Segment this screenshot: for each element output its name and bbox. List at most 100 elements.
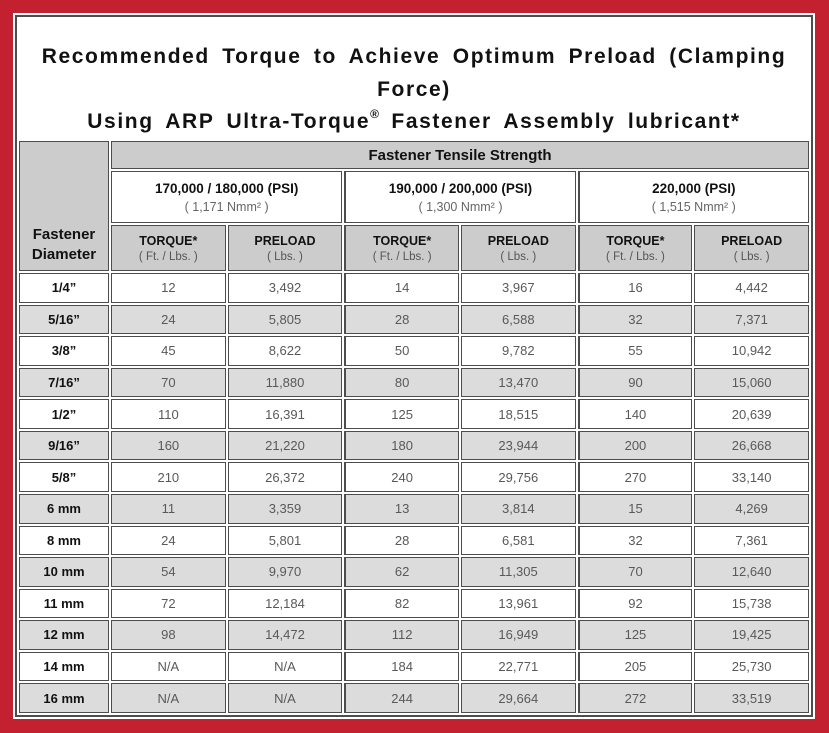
value-cell: 205 [577,651,693,682]
value-cell: 10,942 [694,336,809,366]
torque-label: TORQUE* [606,233,665,248]
preload-column-header: PRELOAD ( Lbs. ) [227,225,343,271]
value-cell: 6,581 [460,525,576,556]
value-cell: 160 [111,430,226,461]
nmm-rating: ( 1,171 Nmm² ) [184,199,269,214]
value-cell: 16,949 [460,620,576,650]
document-page: Recommended Torque to Achieve Optimum Pr… [13,13,815,719]
value-cell: 72 [111,588,226,619]
value-cell: N/A [227,651,343,682]
value-cell: 28 [344,525,459,556]
preload-label: PRELOAD [254,233,316,248]
psi-rating: 220,000 (PSI) [652,180,736,196]
value-cell: 184 [344,651,459,682]
strength-group-header: 220,000 (PSI) ( 1,515 Nmm² ) [577,171,809,223]
value-cell: 16,391 [227,399,343,429]
diameter-cell: 9/16” [19,430,109,461]
title-line-1: Recommended Torque to Achieve Optimum Pr… [41,45,787,101]
value-cell: 80 [344,367,459,398]
diameter-cell: 1/4” [19,273,109,303]
diameter-cell: 16 mm [19,683,109,713]
table-row: 8 mm 24 5,801 28 6,581 32 7,361 [19,525,809,556]
value-cell: 55 [577,336,693,366]
value-cell: 110 [111,399,226,429]
value-cell: 240 [344,462,459,492]
value-cell: 9,970 [227,557,343,587]
value-cell: 12,640 [694,557,809,587]
preload-unit: ( Lbs. ) [267,250,303,263]
value-cell: 15,060 [694,367,809,398]
value-cell: 7,371 [694,304,809,335]
title-block: Recommended Torque to Achieve Optimum Pr… [17,17,811,166]
value-cell: 90 [577,367,693,398]
value-cell: 8,622 [227,336,343,366]
value-cell: 15,738 [694,588,809,619]
value-cell: 180 [344,430,459,461]
value-cell: 5,801 [227,525,343,556]
value-cell: 33,519 [694,683,809,713]
value-cell: N/A [227,683,343,713]
value-cell: N/A [111,651,226,682]
torque-spec-table: Fastener Diameter Fastener Tensile Stren… [17,139,811,715]
value-cell: 29,664 [460,683,576,713]
value-cell: 98 [111,620,226,650]
torque-column-header: TORQUE* ( Ft. / Lbs. ) [111,225,226,271]
table-row: 6 mm 11 3,359 13 3,814 15 4,269 [19,493,809,524]
diameter-cell: 10 mm [19,557,109,587]
value-cell: 11,305 [460,557,576,587]
table-row: 1/4” 12 3,492 14 3,967 16 4,442 [19,273,809,303]
value-cell: 23,944 [460,430,576,461]
preload-label: PRELOAD [487,233,549,248]
tensile-strength-header: Fastener Tensile Strength [111,141,809,169]
value-cell: 270 [577,462,693,492]
psi-rating: 190,000 / 200,000 (PSI) [388,180,533,196]
value-cell: 14,472 [227,620,343,650]
registered-trademark-icon: ® [370,107,379,122]
value-cell: 92 [577,588,693,619]
value-cell: 29,756 [460,462,576,492]
value-cell: 16 [577,273,693,303]
value-cell: N/A [111,683,226,713]
value-cell: 5,805 [227,304,343,335]
value-cell: 33,140 [694,462,809,492]
value-cell: 25,730 [694,651,809,682]
value-cell: 140 [577,399,693,429]
diameter-cell: 3/8” [19,336,109,366]
value-cell: 244 [344,683,459,713]
value-cell: 3,967 [460,273,576,303]
value-cell: 13,961 [460,588,576,619]
value-cell: 12 [111,273,226,303]
title-line-2-pre: Using ARP Ultra-Torque [87,110,371,134]
diameter-cell: 1/2” [19,399,109,429]
value-cell: 22,771 [460,651,576,682]
value-cell: 24 [111,304,226,335]
torque-unit: ( Ft. / Lbs. ) [606,250,665,263]
table-row: 10 mm 54 9,970 62 11,305 70 12,640 [19,557,809,587]
value-cell: 6,588 [460,304,576,335]
value-cell: 11 [111,493,226,524]
table-row: 7/16” 70 11,880 80 13,470 90 15,060 [19,367,809,398]
title-line-2-post: Fastener Assembly lubricant* [378,110,741,134]
preload-unit: ( Lbs. ) [500,250,537,263]
diameter-cell: 5/8” [19,462,109,492]
value-cell: 70 [111,367,226,398]
table-row: 3/8” 45 8,622 50 9,782 55 10,942 [19,336,809,366]
torque-column-header: TORQUE* ( Ft. / Lbs. ) [344,225,459,271]
torque-label: TORQUE* [373,233,432,248]
table-body: 1/4” 12 3,492 14 3,967 16 4,442 5/16” 24 5,805 28 6… [19,273,809,713]
table-row: 11 mm 72 12,184 82 13,961 92 15,738 [19,588,809,619]
value-cell: 112 [344,620,459,650]
corner-header-line-1: Fastener [32,226,96,243]
value-cell: 45 [111,336,226,366]
corner-header-line-2: Diameter [31,245,97,263]
diameter-cell: 11 mm [19,588,109,619]
strength-group-header: 170,000 / 180,000 (PSI) ( 1,171 Nmm² ) [111,171,343,223]
value-cell: 62 [344,557,459,587]
table-header: Fastener Diameter Fastener Tensile Stren… [19,141,809,271]
value-cell: 26,372 [227,462,343,492]
torque-column-header: TORQUE* ( Ft. / Lbs. ) [577,225,693,271]
page-title: Recommended Torque to Achieve Optimum Pr… [17,41,811,139]
table-row: 12 mm 98 14,472 112 16,949 125 19,425 [19,620,809,650]
title-line-2: Using ARP Ultra-Torque® Fastener Assembl… [17,106,811,139]
